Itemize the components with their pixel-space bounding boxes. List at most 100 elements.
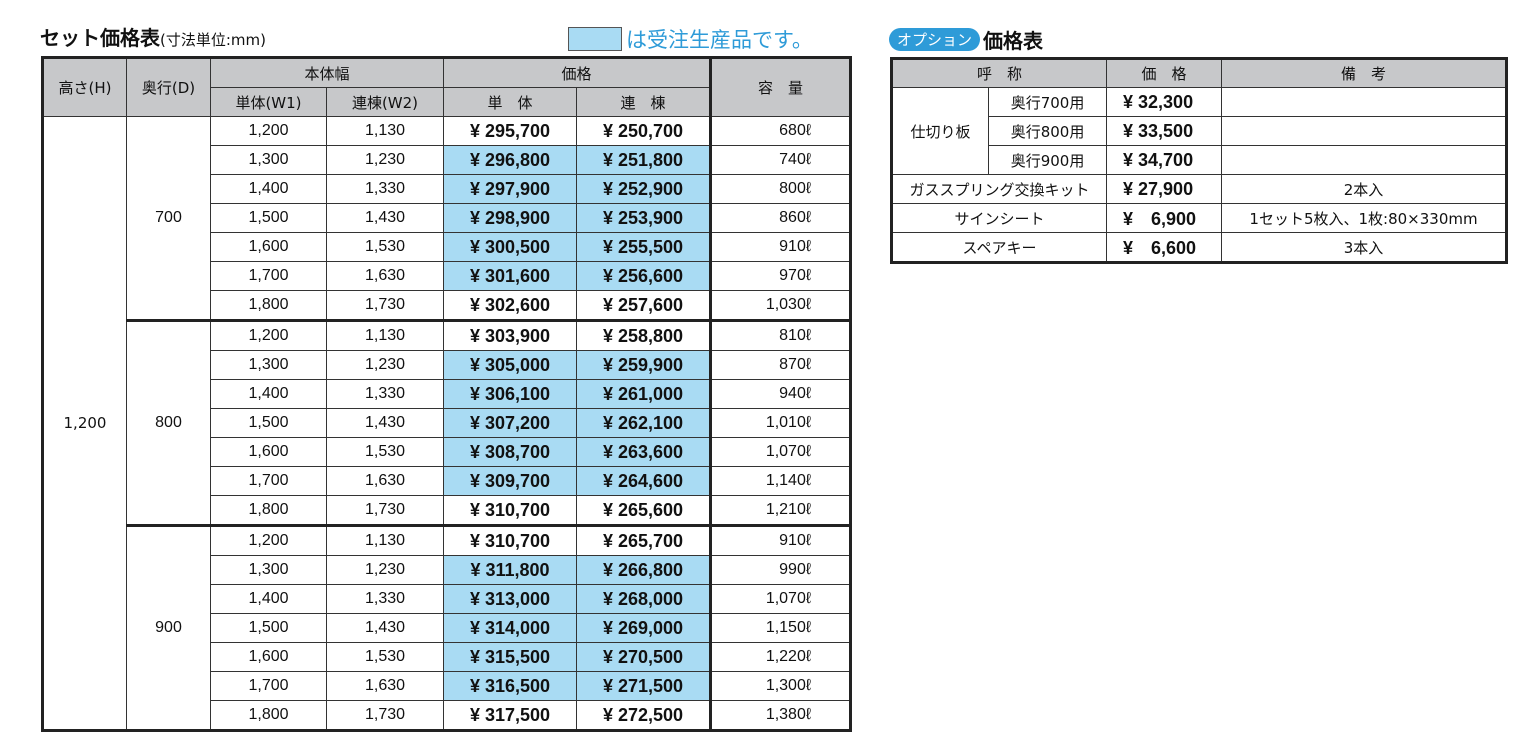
option-note-cell	[1221, 145, 1508, 175]
option-price-cell: ¥ 6,900	[1106, 203, 1223, 233]
w1-cell: 1,200	[210, 524, 327, 556]
option-row: 奥行900用 ¥ 34,700	[892, 145, 1508, 175]
table-row: 1,700 1,630 ¥ 316,500 ¥ 271,500 1,300ℓ	[43, 671, 852, 701]
capacity-cell: 1,220ℓ	[709, 642, 852, 672]
table-row: 1,300 1,230 ¥ 305,000 ¥ 259,900 870ℓ	[43, 350, 852, 380]
option-note-cell	[1221, 116, 1508, 146]
single-price-cell: ¥ 306,100	[443, 379, 578, 409]
capacity-cell: 870ℓ	[709, 350, 852, 380]
made-to-order-swatch	[568, 27, 622, 51]
option-price-cell: ¥ 32,300	[1106, 87, 1223, 117]
option-row: 仕切り板 奥行700用 ¥ 32,300	[891, 87, 1508, 175]
w1-cell: 1,600	[210, 232, 327, 262]
height-cell: 1,200	[42, 116, 127, 731]
header-height: 高さ(H)	[42, 57, 127, 117]
w2-cell: 1,130	[325, 319, 445, 351]
linked-price-cell: ¥ 252,900	[576, 174, 712, 204]
option-price-cell: ¥ 34,700	[1106, 145, 1223, 175]
capacity-cell: 990ℓ	[709, 555, 852, 585]
capacity-cell: 810ℓ	[709, 319, 852, 351]
table-row: 1,800 1,730 ¥ 317,500 ¥ 272,500 1,380ℓ	[43, 700, 852, 731]
single-price-cell: ¥ 296,800	[443, 145, 578, 175]
linked-price-cell: ¥ 255,500	[576, 232, 712, 262]
linked-price-cell: ¥ 264,600	[576, 466, 712, 496]
table-row: 1,300 1,230 ¥ 311,800 ¥ 266,800 990ℓ	[43, 555, 852, 585]
w2-cell: 1,730	[325, 290, 445, 321]
single-price-cell: ¥ 297,900	[443, 174, 578, 204]
w1-cell: 1,500	[210, 613, 327, 643]
w2-cell: 1,330	[325, 584, 445, 614]
w1-cell: 1,800	[210, 290, 327, 321]
table-row: 1,500 1,430 ¥ 307,200 ¥ 262,100 1,010ℓ	[43, 408, 852, 438]
option-badge: オプション	[889, 28, 981, 51]
single-price-cell: ¥ 310,700	[443, 524, 578, 556]
linked-price-cell: ¥ 251,800	[576, 145, 712, 175]
table-row: 1,500 1,430 ¥ 314,000 ¥ 269,000 1,150ℓ	[43, 613, 852, 643]
single-price-cell: ¥ 311,800	[443, 555, 578, 585]
single-price-cell: ¥ 317,500	[443, 700, 578, 731]
capacity-cell: 680ℓ	[709, 116, 852, 146]
single-price-cell: ¥ 315,500	[443, 642, 578, 672]
capacity-cell: 1,140ℓ	[709, 466, 852, 496]
made-to-order-legend: は受注生産品です。	[568, 24, 813, 54]
table-row: 1,700 1,630 ¥ 309,700 ¥ 264,600 1,140ℓ	[43, 466, 852, 496]
w2-cell: 1,430	[325, 613, 445, 643]
w1-cell: 1,700	[210, 466, 327, 496]
linked-price-cell: ¥ 262,100	[576, 408, 712, 438]
single-price-cell: ¥ 310,700	[443, 495, 578, 526]
w2-cell: 1,230	[325, 350, 445, 380]
single-price-cell: ¥ 307,200	[443, 408, 578, 438]
single-price-cell: ¥ 300,500	[443, 232, 578, 262]
linked-price-cell: ¥ 266,800	[576, 555, 712, 585]
w1-cell: 1,700	[210, 671, 327, 701]
w1-cell: 1,700	[210, 261, 327, 291]
option-header-note: 備 考	[1221, 58, 1508, 88]
w1-cell: 1,400	[210, 379, 327, 409]
capacity-cell: 970ℓ	[709, 261, 852, 291]
single-price-cell: ¥ 316,500	[443, 671, 578, 701]
capacity-cell: 1,030ℓ	[709, 290, 852, 321]
header-w2: 連棟(W2)	[325, 87, 445, 117]
table-row: 1,600 1,530 ¥ 308,700 ¥ 263,600 1,070ℓ	[43, 437, 852, 467]
linked-price-cell: ¥ 270,500	[576, 642, 712, 672]
legend-text: は受注生産品です。	[626, 28, 813, 52]
capacity-cell: 1,150ℓ	[709, 613, 852, 643]
capacity-cell: 910ℓ	[709, 524, 852, 556]
option-title-text: 価格表	[983, 29, 1044, 53]
w2-cell: 1,530	[325, 642, 445, 672]
table-row: 1,700 1,630 ¥ 301,600 ¥ 256,600 970ℓ	[43, 261, 852, 291]
table-row: 1,600 1,530 ¥ 300,500 ¥ 255,500 910ℓ	[43, 232, 852, 262]
linked-price-cell: ¥ 263,600	[576, 437, 712, 467]
linked-price-cell: ¥ 259,900	[576, 350, 712, 380]
single-price-cell: ¥ 313,000	[443, 584, 578, 614]
linked-price-cell: ¥ 269,000	[576, 613, 712, 643]
option-price-table: 呼 称 価 格 備 考 仕切り板 奥行700用 ¥ 32,300 奥行800用 ¥ 33…	[890, 57, 1509, 264]
header-body-width: 本体幅	[209, 57, 445, 88]
w2-cell: 1,230	[325, 145, 445, 175]
option-price-cell: ¥ 6,600	[1106, 232, 1223, 263]
header-price: 価格	[443, 57, 712, 88]
single-price-cell: ¥ 308,700	[443, 437, 578, 467]
single-price-cell: ¥ 295,700	[443, 116, 578, 146]
linked-price-cell: ¥ 257,600	[576, 290, 712, 321]
w2-cell: 1,630	[325, 671, 445, 701]
single-price-cell: ¥ 303,900	[443, 319, 578, 351]
capacity-cell: 1,300ℓ	[709, 671, 852, 701]
w2-cell: 1,630	[325, 261, 445, 291]
capacity-cell: 910ℓ	[709, 232, 852, 262]
option-price-cell: ¥ 27,900	[1106, 174, 1223, 204]
w1-cell: 1,800	[210, 495, 327, 526]
option-row: スペアキー ¥ 6,600 3本入	[890, 232, 1508, 263]
linked-price-cell: ¥ 258,800	[576, 319, 712, 351]
w2-cell: 1,730	[325, 495, 445, 526]
option-row: 奥行800用 ¥ 33,500	[892, 116, 1508, 146]
linked-price-cell: ¥ 250,700	[576, 116, 712, 146]
set-price-table: 高さ(H) 奥行(D) 本体幅 価格 容 量 単体(W1) 連棟(W2) 単 体…	[41, 56, 853, 732]
table-row: 1,200 700 1,200 1,130 ¥ 295,700 ¥ 250,700 680ℓ	[42, 116, 852, 731]
w1-cell: 1,400	[210, 584, 327, 614]
w2-cell: 1,130	[325, 524, 445, 556]
single-price-cell: ¥ 314,000	[443, 613, 578, 643]
table-row: 1,300 1,230 ¥ 296,800 ¥ 251,800 740ℓ	[43, 145, 852, 175]
option-row: ガススプリング交換キット ¥ 27,900 2本入	[890, 174, 1508, 204]
w1-cell: 1,500	[210, 408, 327, 438]
